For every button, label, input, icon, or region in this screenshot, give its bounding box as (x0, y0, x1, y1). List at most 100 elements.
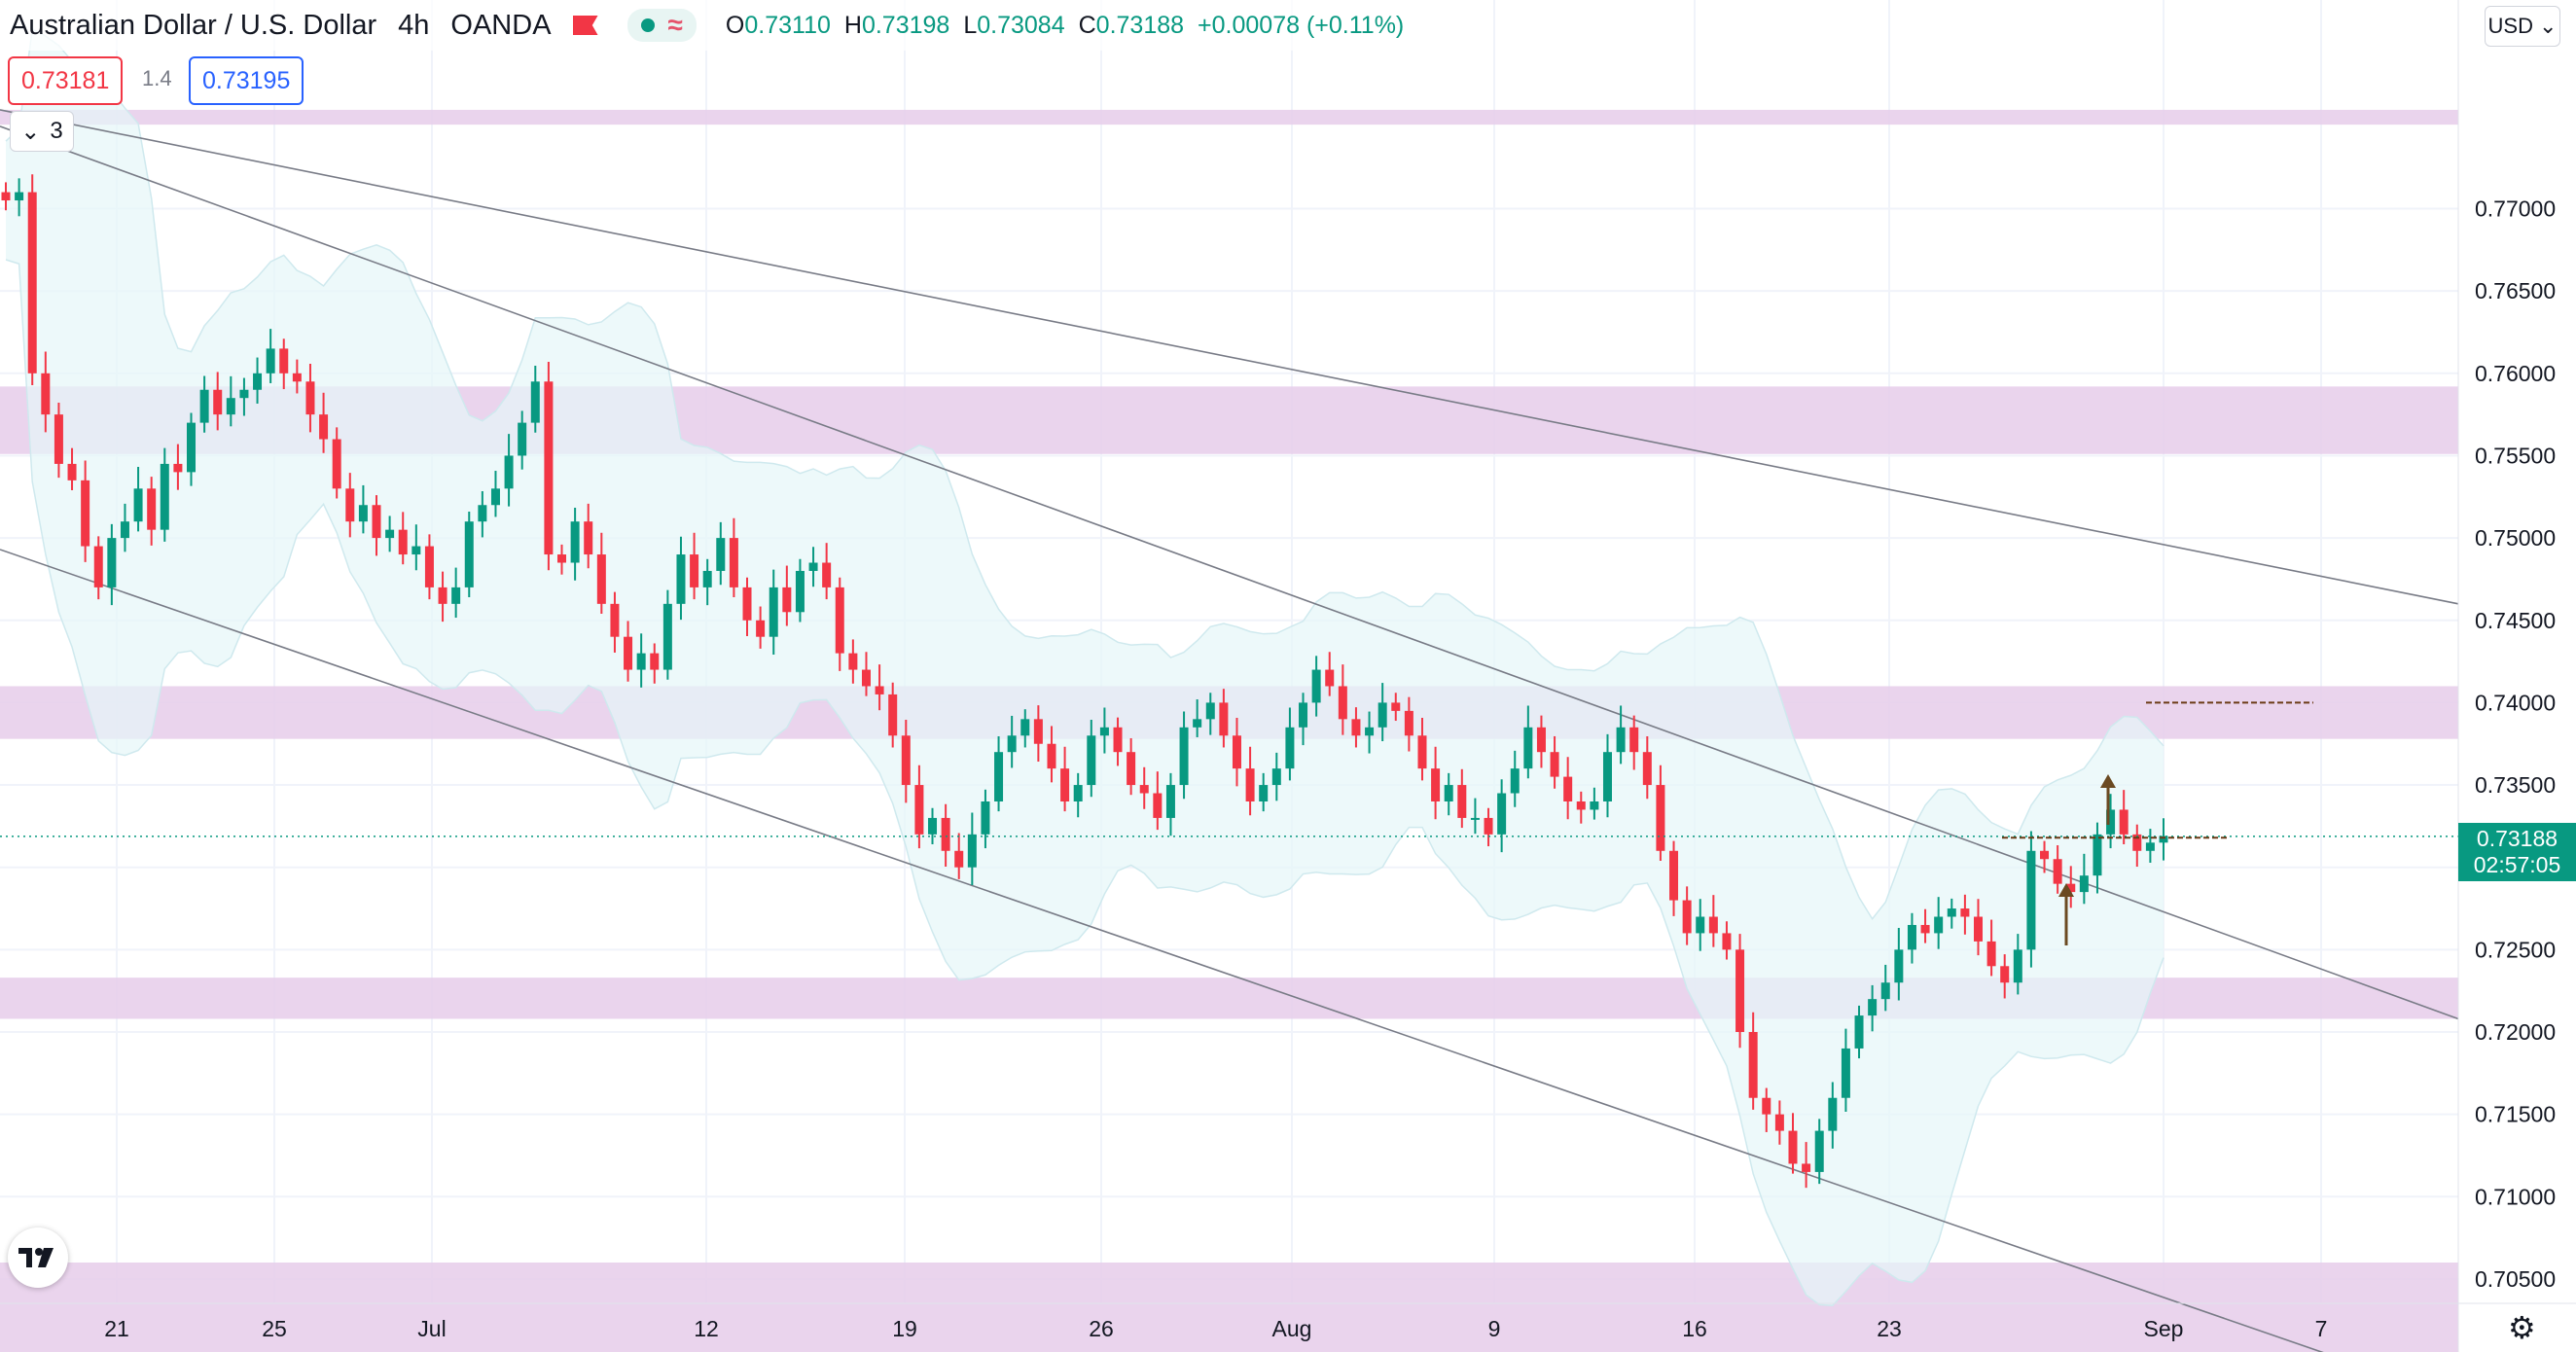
candle-body (1127, 752, 1136, 786)
candle-body (1576, 801, 1586, 810)
indicator-status-pill[interactable]: ≈ (626, 9, 697, 42)
candle-body (1099, 727, 1109, 736)
candle-body (2026, 850, 2036, 950)
candle-body (93, 546, 103, 587)
time-axis[interactable]: 21 25 Jul 12 19 26 Aug 9 16 23 Sep 7 (0, 1302, 2576, 1341)
chevron-down-icon: ⌄ (2539, 14, 2558, 38)
candle-body (1616, 727, 1626, 753)
bollinger-band (5, 27, 2165, 1306)
trendline (0, 125, 2459, 1020)
band-fill (6, 28, 2164, 1306)
candle-body (305, 381, 315, 415)
time-tick-label: 7 (2315, 1316, 2328, 1341)
candle-body (1060, 768, 1070, 801)
candle-body (1735, 949, 1745, 1033)
candle-body (1814, 1130, 1824, 1172)
close-label: C (1078, 11, 1096, 39)
candle-body (1854, 1015, 1864, 1049)
buy-button[interactable]: 0.73195 (189, 56, 304, 105)
band-lower (5, 259, 2165, 1306)
indicator-toggle-button[interactable]: ⌄ 3 (10, 111, 74, 152)
candle-body (1404, 710, 1413, 736)
price-tick-label: 0.73500 (2475, 772, 2556, 798)
candle-body (584, 521, 593, 555)
close-value: 0.73188 (1095, 11, 1185, 39)
sell-button[interactable]: 0.73181 (8, 56, 124, 105)
candle-body (1311, 669, 1321, 703)
candle-body (530, 381, 540, 423)
indicator-count: 3 (50, 118, 63, 144)
price-tick-label: 0.74500 (2475, 608, 2556, 633)
candle-body (848, 653, 858, 670)
candle-body (226, 398, 235, 415)
candle-body (1470, 817, 1480, 820)
candle-body (2093, 834, 2102, 876)
exchange-label: OANDA (450, 9, 552, 41)
price-tick-label: 0.72500 (2475, 937, 2556, 962)
candle-body (662, 603, 672, 670)
candle-body (107, 538, 117, 587)
price-tick-label: 0.70500 (2475, 1266, 2556, 1292)
candle-body (1880, 982, 1890, 1000)
candle-body (2066, 883, 2076, 893)
candle-body (994, 752, 1004, 801)
candle-body (1722, 933, 1732, 950)
candle-body (1682, 900, 1692, 934)
candle-body (981, 801, 990, 835)
time-tick-label: Sep (2144, 1316, 2184, 1341)
candle-body (954, 850, 964, 868)
candle-body (424, 546, 434, 587)
candle-body (1431, 768, 1441, 801)
candle-body (875, 686, 884, 694)
settings-gear-icon[interactable]: ⚙ (2508, 1310, 2536, 1345)
tradingview-logo-icon[interactable] (8, 1227, 68, 1288)
indicator-dot-icon (640, 18, 655, 32)
symbol-title[interactable]: Australian Dollar / U.S. Dollar (10, 9, 377, 41)
currency-selector[interactable]: USD ⌄ (2485, 6, 2560, 47)
candle-body (1907, 924, 1916, 950)
flag-icon[interactable] (572, 16, 598, 35)
last-price-label: 0.73188 02:57:05 (2458, 822, 2576, 881)
candle-body (2000, 966, 2010, 983)
candle-body (1947, 908, 1956, 917)
candle-body (1642, 752, 1652, 786)
price-axis[interactable]: 0.77000 0.76500 0.76000 0.75500 0.75000 0.745… (2457, 0, 2576, 1352)
price-tick-label: 0.72000 (2475, 1019, 2556, 1045)
candle-body (451, 587, 461, 604)
trendline (0, 549, 2324, 1352)
ohlc-values: O0.73110 H0.73198 L0.73084 C0.73188 +0.0… (726, 12, 1404, 40)
candle-body (544, 381, 554, 555)
price-tick-label: 0.71000 (2475, 1184, 2556, 1209)
candle-body (702, 570, 712, 587)
candle-body (756, 620, 766, 637)
candle-body (120, 521, 129, 539)
candle-body (1338, 686, 1347, 720)
candle-body (676, 554, 686, 604)
candle-body (1219, 702, 1229, 736)
candle-body (1179, 727, 1189, 786)
candle-body (27, 192, 37, 374)
candle-body (438, 587, 447, 604)
candle-body (1802, 1163, 1811, 1172)
candle-body (795, 570, 805, 613)
candle-body (279, 348, 289, 374)
candle-body (332, 439, 341, 489)
candle-body (41, 373, 51, 415)
price-axis-bg (2458, 0, 2576, 1303)
candle-body (1510, 768, 1520, 794)
candle-body (1299, 702, 1308, 728)
candle-body (266, 348, 275, 374)
candle-body (319, 414, 329, 440)
candle-body (941, 817, 950, 851)
candle-body (1444, 785, 1453, 801)
candle-body (742, 587, 752, 621)
candle-body (518, 422, 527, 456)
candle-body (1047, 743, 1056, 769)
candle-body (1007, 735, 1017, 753)
candle-body (1762, 1097, 1771, 1115)
candle-body (1774, 1114, 1784, 1131)
candle-body (1417, 735, 1427, 769)
interval-label[interactable]: 4h (398, 9, 430, 41)
